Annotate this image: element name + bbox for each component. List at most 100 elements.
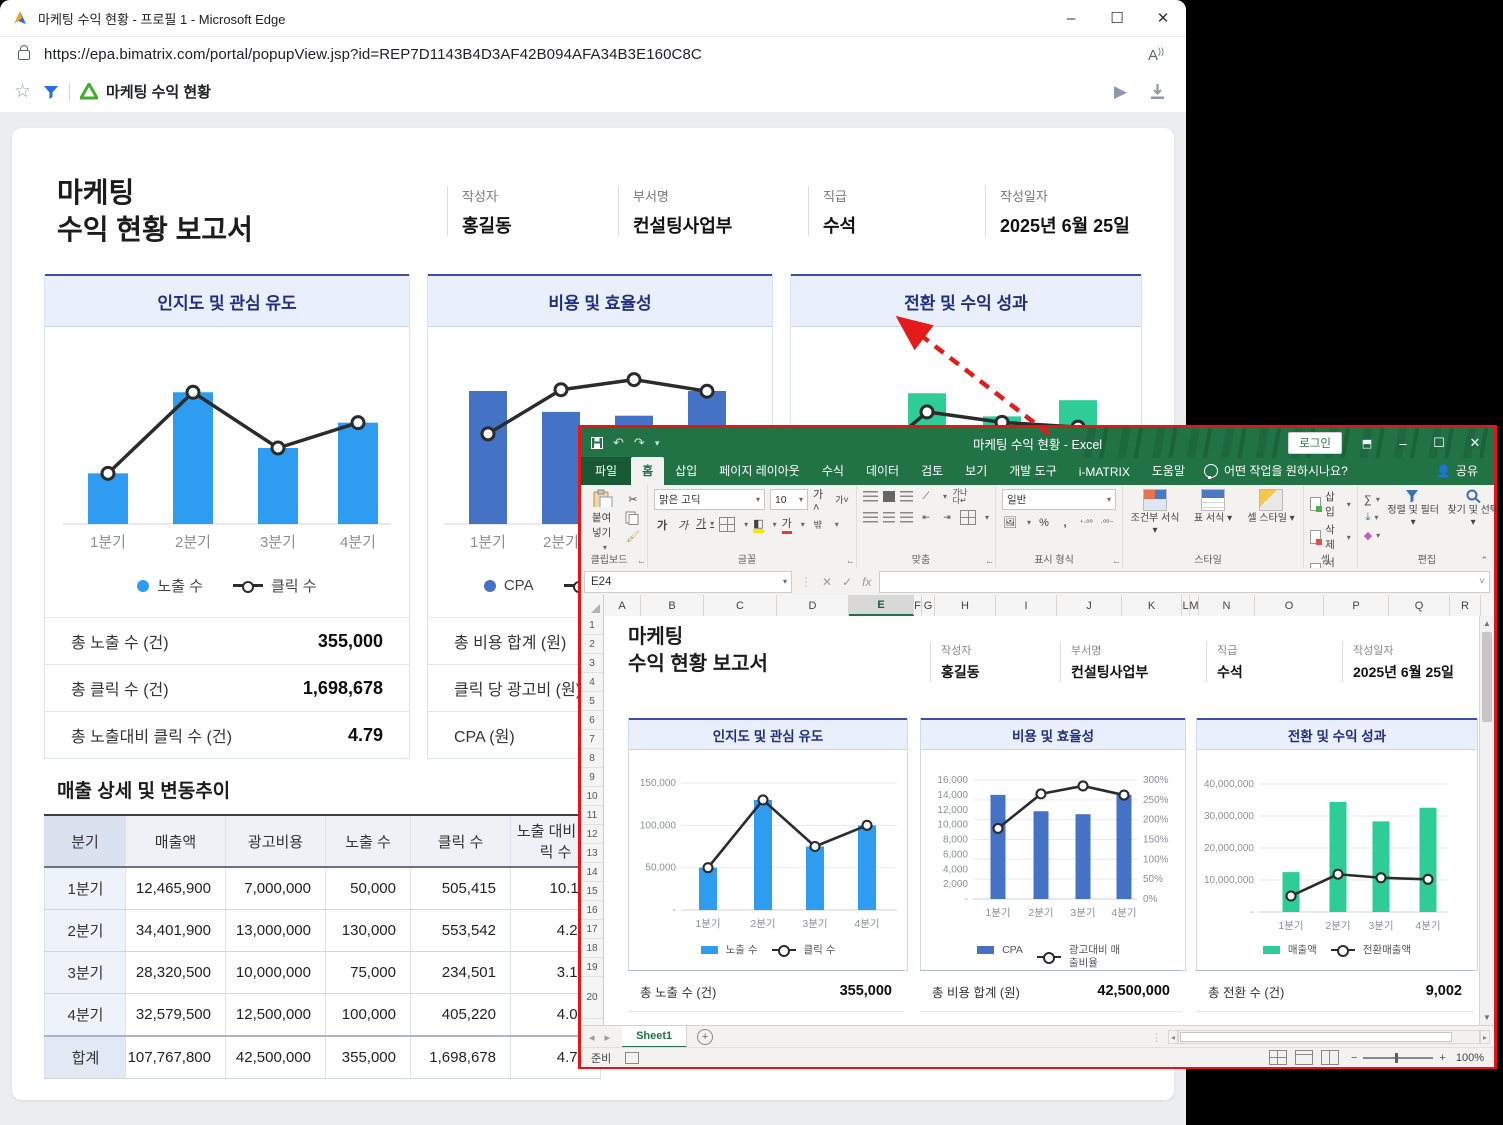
style-button-1[interactable]: 표 서식 ▾ bbox=[1187, 489, 1239, 552]
column-header-Q[interactable]: Q bbox=[1389, 595, 1450, 616]
favorite-star-icon[interactable]: ☆ bbox=[14, 81, 32, 102]
quick-access-more-icon[interactable]: ▾ bbox=[654, 437, 660, 448]
increase-indent-icon[interactable]: ⇥ bbox=[943, 512, 951, 522]
column-header-A[interactable]: A bbox=[604, 595, 641, 616]
paste-button[interactable]: 붙여넣기 ▾ bbox=[587, 489, 619, 552]
column-header-F[interactable]: F bbox=[914, 595, 922, 616]
enter-formula-icon[interactable]: ✓ bbox=[842, 574, 853, 589]
font-size-select[interactable]: 10 ▾ bbox=[769, 489, 808, 510]
column-header-C[interactable]: C bbox=[704, 595, 777, 616]
fill-icon[interactable]: ⤓ ▾ bbox=[1365, 511, 1379, 523]
underline-icon[interactable]: 가 ▾ bbox=[696, 518, 715, 530]
normal-view-icon[interactable] bbox=[1268, 1050, 1287, 1065]
row-header-9[interactable]: 9 bbox=[581, 768, 603, 787]
column-header-G[interactable]: G bbox=[922, 595, 935, 616]
clipboard-dialog-launcher-icon[interactable]: ⌙ bbox=[638, 557, 645, 566]
excel-close-button[interactable]: ✕ bbox=[1469, 435, 1481, 450]
row-header-12[interactable]: 12 bbox=[581, 825, 603, 844]
fill-color-icon[interactable]: ◧ bbox=[753, 517, 764, 533]
column-header-O[interactable]: O bbox=[1255, 595, 1324, 616]
row-header-16[interactable]: 16 bbox=[581, 901, 603, 920]
align-center-icon[interactable] bbox=[883, 512, 895, 523]
align-left-icon[interactable] bbox=[863, 512, 878, 523]
row-header-1[interactable]: 1 bbox=[581, 616, 603, 635]
excel-minimize-button[interactable]: – bbox=[1399, 435, 1407, 451]
save-icon[interactable] bbox=[591, 437, 603, 449]
ribbon-tab-i-MATRIX[interactable]: i-MATRIX bbox=[1078, 465, 1130, 479]
style-button-0[interactable]: 조건부 서식 ▾ bbox=[1129, 489, 1181, 552]
zoom-slider-thumb[interactable] bbox=[1395, 1052, 1399, 1063]
decrease-indent-icon[interactable]: ⇤ bbox=[922, 512, 930, 522]
page-break-view-icon[interactable] bbox=[1320, 1050, 1339, 1065]
column-header-K[interactable]: K bbox=[1122, 595, 1182, 616]
ribbon-tab-검토[interactable]: 검토 bbox=[921, 464, 944, 478]
decrease-font-icon[interactable]: 가˅ bbox=[835, 495, 849, 505]
increase-font-icon[interactable]: 가˄ bbox=[813, 488, 824, 514]
close-button[interactable]: ✕ bbox=[1156, 10, 1170, 27]
new-sheet-button[interactable]: + bbox=[697, 1029, 714, 1045]
sheet-prev-icon[interactable]: ◂ bbox=[589, 1031, 595, 1044]
accounting-format-icon[interactable]: 🖼︎ bbox=[1003, 517, 1017, 529]
read-aloud-icon[interactable]: A)) bbox=[1147, 45, 1164, 64]
align-top-icon[interactable] bbox=[863, 491, 878, 502]
font-dialog-launcher-icon[interactable]: ⌙ bbox=[847, 557, 854, 566]
horizontal-scrollbar[interactable] bbox=[1177, 1030, 1480, 1044]
cell-button-1[interactable]: 삭제 ▾ bbox=[1310, 522, 1351, 552]
row-header-6[interactable]: 6 bbox=[581, 711, 603, 730]
row-header-18[interactable]: 18 bbox=[581, 939, 603, 958]
font-color-icon[interactable]: 가 bbox=[781, 515, 792, 534]
page-layout-view-icon[interactable] bbox=[1294, 1050, 1313, 1065]
ribbon-tab-파일[interactable]: 파일 bbox=[581, 457, 632, 485]
row-header-2[interactable]: 2 bbox=[581, 635, 603, 654]
clear-icon[interactable]: ◆ ▾ bbox=[1363, 530, 1381, 542]
hscroll-right-icon[interactable]: ▸ bbox=[1479, 1030, 1490, 1044]
column-header-B[interactable]: B bbox=[641, 595, 704, 616]
row-header-8[interactable]: 8 bbox=[581, 749, 603, 768]
name-box[interactable]: E24 ▾ bbox=[584, 570, 792, 593]
bold-icon[interactable]: 가 bbox=[656, 519, 668, 532]
column-header-J[interactable]: J bbox=[1057, 595, 1122, 616]
sheet-next-icon[interactable]: ▸ bbox=[604, 1031, 611, 1044]
excel-maximize-button[interactable]: ☐ bbox=[1433, 435, 1445, 450]
comma-style-icon[interactable]: , bbox=[1063, 516, 1067, 529]
minimize-button[interactable]: – bbox=[1066, 9, 1076, 27]
formula-input[interactable]: ˅ bbox=[879, 570, 1490, 593]
edit-button-1[interactable]: 찾기 및 선택 ▾ bbox=[1446, 489, 1500, 552]
undo-icon[interactable]: ↶ bbox=[613, 435, 624, 450]
edit-button-0[interactable]: 정렬 및 필터 ▾ bbox=[1386, 489, 1440, 552]
style-button-2[interactable]: 셀 스타일 ▾ bbox=[1245, 489, 1297, 552]
url-text[interactable]: https://epa.bimatrix.com/portal/popupVie… bbox=[44, 46, 702, 63]
number-format-select[interactable]: 일반 ▾ bbox=[1002, 489, 1117, 510]
cut-icon[interactable]: ✂ bbox=[628, 494, 638, 506]
row-header-5[interactable]: 5 bbox=[581, 692, 603, 711]
row-header-14[interactable]: 14 bbox=[581, 863, 603, 882]
font-name-select[interactable]: 맑은 고딕 ▾ bbox=[654, 489, 765, 510]
hscroll-left-icon[interactable]: ◂ bbox=[1167, 1030, 1178, 1044]
formula-more-icon[interactable]: ⋮ bbox=[800, 574, 812, 589]
column-header-R[interactable]: R bbox=[1450, 595, 1481, 616]
copy-icon[interactable] bbox=[625, 511, 639, 525]
ribbon-tab-개발 도구[interactable]: 개발 도구 bbox=[1009, 464, 1057, 478]
download-icon[interactable] bbox=[1149, 83, 1166, 100]
column-header-D[interactable]: D bbox=[777, 595, 849, 616]
ribbon-tab-페이지 레이아웃[interactable]: 페이지 레이아웃 bbox=[719, 464, 800, 478]
merge-center-icon[interactable] bbox=[960, 510, 976, 525]
zoom-in-icon[interactable]: + bbox=[1439, 1051, 1446, 1064]
tell-me-box[interactable]: 어떤 작업을 원하시나요? bbox=[1204, 462, 1348, 485]
horizontal-scroll-thumb[interactable] bbox=[1179, 1032, 1452, 1042]
row-header-15[interactable]: 15 bbox=[581, 882, 603, 901]
share-button[interactable]: 👤 공유 bbox=[1435, 463, 1478, 479]
percent-style-icon[interactable]: % bbox=[1039, 516, 1049, 529]
row-header-10[interactable]: 10 bbox=[581, 787, 603, 806]
borders-icon[interactable] bbox=[719, 517, 736, 532]
vertical-scrollbar[interactable]: ▲ ▼ bbox=[1479, 616, 1494, 1025]
autosum-icon[interactable]: ∑ ▾ bbox=[1364, 493, 1380, 506]
row-header-17[interactable]: 17 bbox=[581, 920, 603, 939]
ribbon-tab-수식[interactable]: 수식 bbox=[821, 464, 844, 478]
maximize-button[interactable]: ☐ bbox=[1110, 10, 1124, 27]
zoom-out-icon[interactable]: − bbox=[1350, 1051, 1358, 1064]
align-right-icon[interactable] bbox=[900, 512, 913, 523]
zoom-level[interactable]: 100% bbox=[1455, 1051, 1484, 1064]
row-header-3[interactable]: 3 bbox=[581, 654, 603, 673]
row-header-19[interactable]: 19 bbox=[581, 958, 603, 977]
